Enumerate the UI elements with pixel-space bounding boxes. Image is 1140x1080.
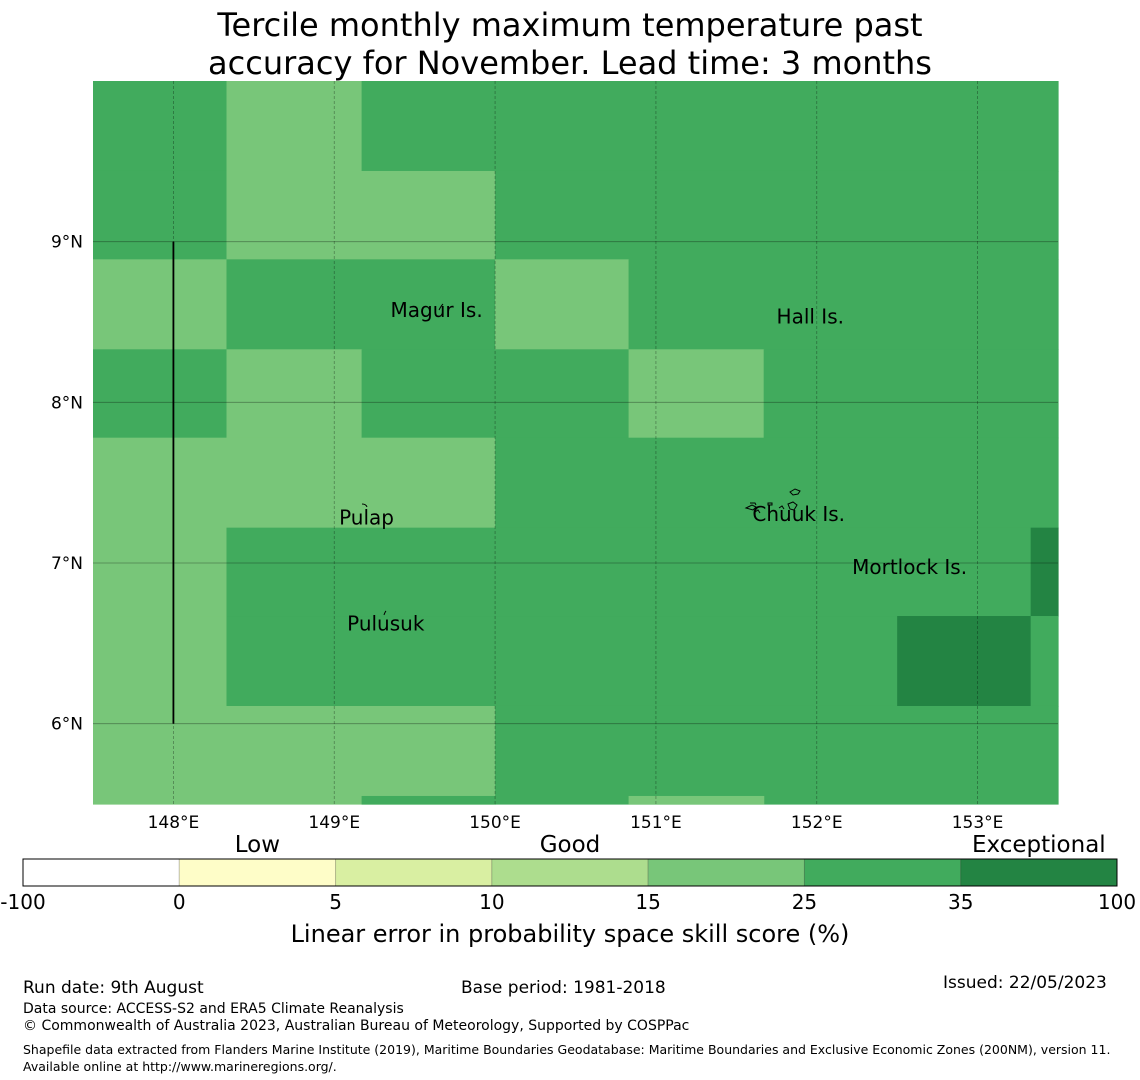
skill-cell-20: [93, 616, 228, 707]
lat-tick-label-1: 8°N: [51, 393, 83, 413]
colorbar-tick-7: 100: [1098, 890, 1136, 914]
colorbar-tick-6: 35: [948, 890, 973, 914]
legend-category-2: Exceptional: [972, 832, 1106, 858]
legend-category-0: Low: [235, 832, 280, 858]
title-line-2: accuracy for November. Lead time: 3 mont…: [208, 44, 932, 82]
skill-cell-15: [93, 437, 496, 529]
place-label-4: Mortlock Is.: [852, 555, 967, 579]
skill-cell-27: [628, 795, 765, 805]
pulusuk-island-shape: [383, 610, 387, 616]
skill-grid-cells: [93, 81, 1059, 805]
chuuk-lagoon-shape: [744, 488, 801, 514]
skill-cell-21: [226, 616, 898, 707]
skill-cell-24: [93, 705, 496, 805]
skill-cell-14: [763, 349, 1059, 439]
skill-cell-11: [226, 349, 363, 439]
lon-tick-label-4: 152°E: [791, 813, 843, 833]
place-label-3: Chuuk Is.: [752, 502, 845, 526]
title-line-1: Tercile monthly maximum temperature past: [217, 6, 923, 44]
skill-cell-2: [361, 81, 1059, 172]
lat-tick-label-2: 7°N: [51, 554, 83, 574]
skill-cell-8: [495, 259, 630, 350]
lon-tick-label-0: 148°E: [148, 813, 200, 833]
skill-cell-3: [93, 170, 228, 260]
colorbar-bin-2: [335, 858, 493, 887]
colorbar-bin-1: [178, 858, 337, 887]
skill-cell-6: [93, 259, 228, 350]
colorbar-bin-5: [803, 858, 962, 887]
skill-cell-19: [1030, 527, 1059, 617]
lon-tick-label-3: 151°E: [630, 813, 682, 833]
skill-cell-5: [495, 170, 1059, 260]
skill-cell-17: [93, 527, 228, 617]
skill-cell-22: [897, 616, 1032, 707]
skill-cell-25: [495, 705, 1059, 805]
lon-tick-label-1: 149°E: [308, 813, 360, 833]
skill-cell-4: [226, 170, 496, 260]
colorbar-axis-label: Linear error in probability space skill …: [291, 920, 850, 948]
island-outlines: [361, 303, 801, 616]
magur-island-shape: [438, 303, 444, 311]
place-label-0: Magur Is.: [391, 298, 483, 322]
skill-cell-12: [361, 349, 630, 439]
colorbar-tick-2: 5: [329, 890, 342, 914]
colorbar-tick-4: 15: [635, 890, 660, 914]
colorbar: Low Good Exceptional -100 0 5 10 15 25 35 100 Lin…: [0, 832, 1136, 948]
shapefile-attribution: Shapefile data extracted from Flanders M…: [23, 1042, 1111, 1074]
colorbar-tick-3: 10: [479, 890, 504, 914]
chart-title: Tercile monthly maximum temperature past…: [0, 6, 1140, 82]
skill-cell-26: [361, 795, 496, 805]
colorbar-bin-6: [960, 858, 1118, 887]
skill-cell-9: [628, 259, 1059, 350]
place-label-5: Pulusuk: [347, 611, 425, 635]
colorbar-bin-4: [647, 858, 805, 887]
issued-date: Issued: 22/05/2023: [943, 973, 1107, 993]
colorbar-tick-labels: -100 0 5 10 15 25 35 100: [0, 890, 1136, 914]
place-label-1: Hall Is.: [777, 305, 844, 329]
pulap-island-shape: [361, 503, 368, 508]
skill-cell-7: [226, 259, 496, 350]
colorbar-tick-0: -100: [0, 890, 45, 914]
skill-cell-16: [495, 437, 1059, 529]
skill-cell-0: [93, 81, 228, 172]
colorbar-tick-1: 0: [173, 890, 186, 914]
colorbar-tick-5: 25: [792, 890, 817, 914]
colorbar-bins: [22, 858, 1118, 887]
place-labels: Magur Is. Hall Is. Pulap Chuuk Is. Mortlock …: [339, 298, 967, 635]
legend-category-1: Good: [540, 832, 601, 858]
axis-tick-labels: 148°E 149°E 150°E 151°E 152°E 153°E 9°N 8°N 7°N 6…: [51, 233, 1003, 833]
place-label-2: Pulap: [339, 505, 394, 529]
skill-map: Magur Is. Hall Is. Pulap Chuuk Is. Mortlock …: [0, 81, 1136, 948]
lon-tick-label-5: 153°E: [952, 813, 1004, 833]
lat-tick-label-0: 9°N: [51, 233, 83, 253]
skill-cell-1: [226, 81, 363, 172]
colorbar-bin-0: [22, 858, 180, 887]
copyright-notice: © Commonwealth of Australia 2023, Austra…: [23, 1018, 690, 1034]
base-period: Base period: 1981-2018: [461, 978, 666, 998]
skill-cell-10: [93, 349, 228, 439]
lon-tick-label-2: 150°E: [469, 813, 521, 833]
lat-tick-label-3: 6°N: [51, 715, 83, 735]
legend-category-labels: Low Good Exceptional: [235, 832, 1106, 858]
data-source: Data source: ACCESS-S2 and ERA5 Climate …: [23, 1001, 404, 1017]
skill-cell-13: [628, 349, 765, 439]
skill-cell-23: [1030, 616, 1059, 707]
run-date: Run date: 9th August: [23, 978, 204, 998]
colorbar-bin-3: [491, 858, 649, 887]
colorbar-frame: [22, 858, 1118, 887]
skill-cell-18: [226, 527, 1032, 617]
